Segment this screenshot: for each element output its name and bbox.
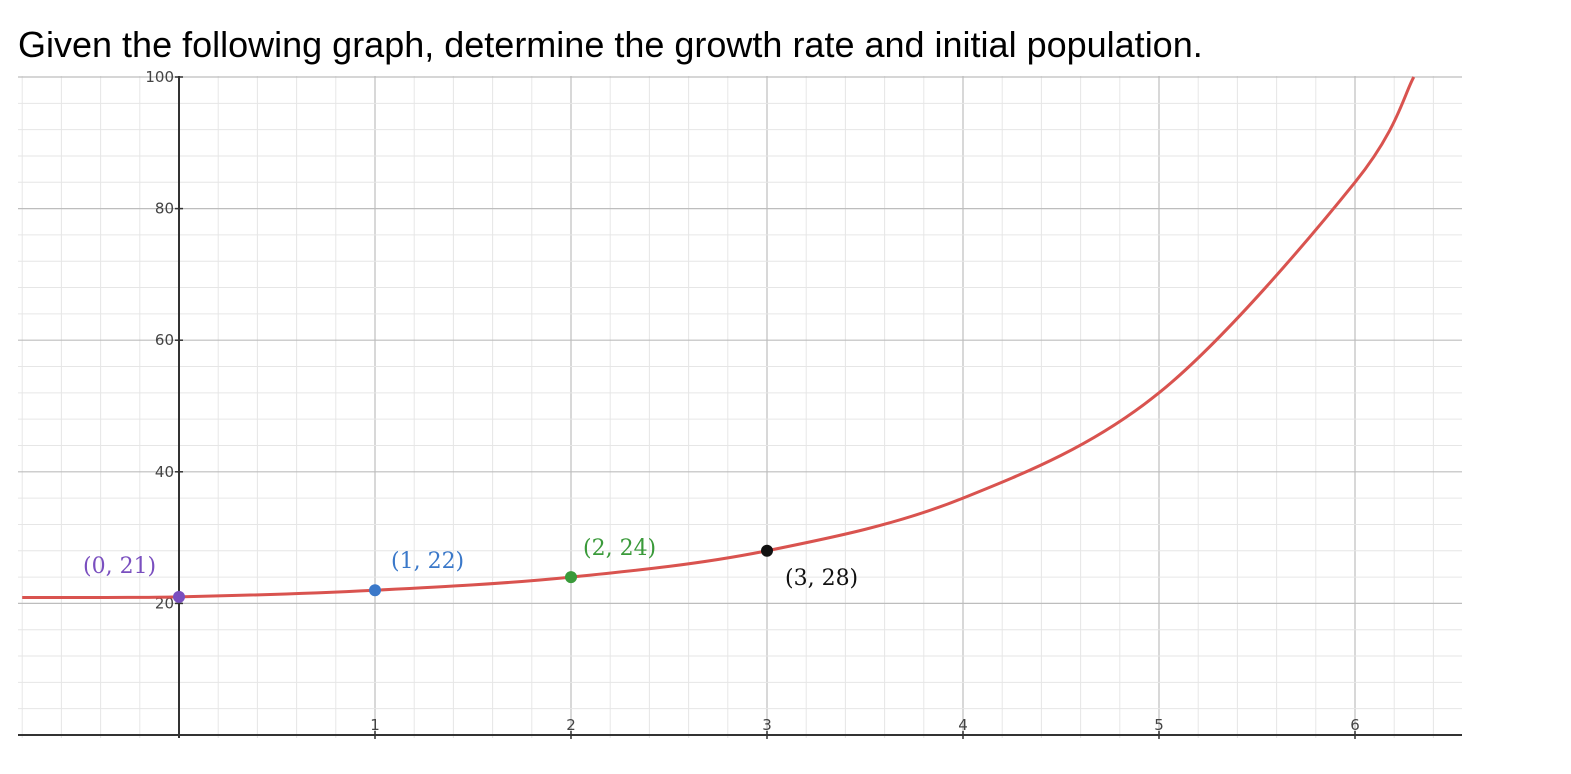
y-tick-label: 100: [145, 68, 174, 86]
x-tick-label: 4: [958, 716, 968, 734]
x-tick-label: 6: [1350, 716, 1360, 734]
x-tick-label: 3: [762, 716, 772, 734]
data-point: [369, 584, 381, 597]
data-point-label: (0, 21): [83, 554, 156, 579]
data-point: [565, 571, 577, 584]
y-tick-label: 20: [155, 594, 174, 612]
growth-curve: [22, 76, 1416, 600]
data-point-label: (2, 24): [583, 536, 656, 561]
y-tick-label: 40: [155, 463, 174, 481]
data-point: [173, 590, 185, 603]
y-tick-label: 60: [155, 331, 174, 349]
x-tick-label: 1: [370, 716, 380, 734]
x-tick-label: 2: [566, 716, 576, 734]
data-point-label: (3, 28): [785, 566, 858, 591]
data-point: [761, 544, 773, 557]
question-text: Given the following graph, determine the…: [18, 24, 1203, 65]
x-tick-label: 5: [1154, 716, 1164, 734]
y-tick-label: 80: [155, 200, 174, 218]
data-point-label: (1, 22): [391, 549, 464, 574]
